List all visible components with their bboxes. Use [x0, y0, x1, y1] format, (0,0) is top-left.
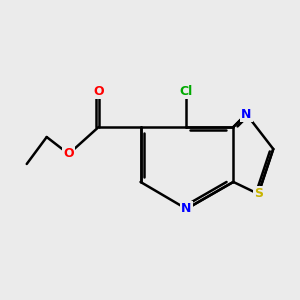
- Text: N: N: [181, 202, 192, 215]
- Text: O: O: [93, 85, 104, 98]
- Text: N: N: [241, 108, 251, 121]
- Text: Cl: Cl: [180, 85, 193, 98]
- Text: O: O: [63, 148, 74, 160]
- Text: S: S: [254, 188, 263, 200]
